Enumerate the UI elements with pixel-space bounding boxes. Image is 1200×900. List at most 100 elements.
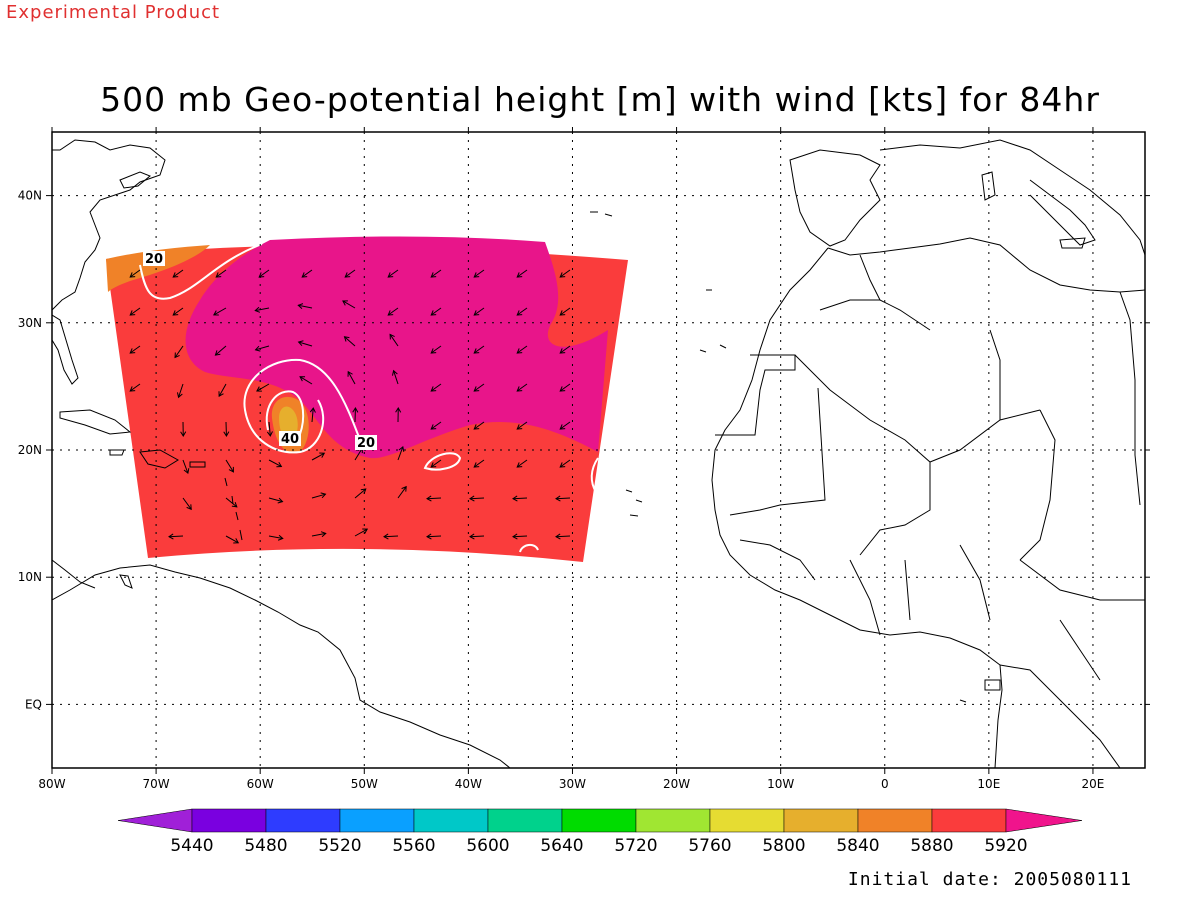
wind-arrow-head bbox=[342, 300, 348, 306]
x-tick-label: 10E bbox=[977, 777, 1000, 791]
wind-arrow-shaft bbox=[213, 307, 227, 316]
wind-arrow-head bbox=[516, 348, 523, 354]
x-tick-label: 20W bbox=[663, 777, 690, 791]
contour-label: 40 bbox=[281, 432, 299, 447]
wind-arrow-head bbox=[395, 407, 402, 413]
wind-contours bbox=[139, 243, 599, 553]
coastline-north-america bbox=[52, 139, 166, 311]
wind-contour-20-north bbox=[139, 243, 263, 300]
height-shading-max-region bbox=[185, 236, 608, 459]
wind-arrow-head bbox=[430, 462, 437, 468]
wind-arrow-head bbox=[387, 310, 394, 316]
wind-arrow-shaft bbox=[182, 459, 189, 474]
wind-arrow-head bbox=[473, 348, 480, 354]
x-tick-label: 10W bbox=[767, 777, 794, 791]
wind-arrow-shaft bbox=[559, 307, 571, 316]
wind-arrow-head bbox=[559, 386, 566, 392]
wind-arrow-head bbox=[516, 424, 523, 430]
wind-arrow-shaft bbox=[559, 421, 571, 430]
wind-arrow-shaft bbox=[299, 376, 313, 385]
wind-arrow-shaft bbox=[469, 535, 485, 538]
wind-arrow-head bbox=[254, 345, 261, 352]
wind-arrow-head bbox=[473, 386, 480, 392]
wind-arrow-shaft bbox=[225, 497, 238, 508]
wind-arrow-head bbox=[129, 310, 136, 316]
wind-arrow-head bbox=[426, 533, 432, 540]
y-tick-label: 20N bbox=[18, 443, 42, 457]
wind-arrow-head bbox=[258, 272, 265, 278]
wind-arrow-head bbox=[183, 468, 190, 475]
x-tick-label: 0 bbox=[881, 777, 889, 791]
wind-arrow-head bbox=[223, 431, 230, 437]
wind-arrow-head bbox=[398, 445, 405, 452]
wind-arrow-head bbox=[387, 272, 394, 278]
x-tick-label: 80W bbox=[38, 777, 65, 791]
wind-arrow-shaft bbox=[473, 459, 485, 468]
wind-arrow-shaft bbox=[473, 269, 485, 278]
wind-arrow-head bbox=[362, 528, 369, 534]
wind-arrow-head bbox=[277, 497, 284, 504]
border-central-africa bbox=[999, 619, 1121, 768]
coastline-lake-maracaibo bbox=[119, 574, 133, 589]
x-axis: 80W 70W 60W 50W 40W 30W 20W 10W 0 10E 20E bbox=[38, 127, 1104, 791]
wind-arrow-head bbox=[320, 492, 327, 499]
wind-arrow-shaft bbox=[182, 497, 192, 510]
border-libya-egypt bbox=[989, 291, 1141, 506]
x-tick-label: 50W bbox=[351, 777, 378, 791]
y-tick-label: 10N bbox=[18, 570, 42, 584]
wind-arrow-head bbox=[559, 272, 566, 278]
coastline-azores bbox=[590, 211, 613, 217]
wind-arrow-shaft bbox=[298, 341, 313, 347]
wind-arrow-shaft bbox=[298, 304, 313, 309]
wind-arrow-shaft bbox=[311, 493, 326, 499]
wind-arrow-shaft bbox=[397, 446, 404, 461]
wind-arrow-head bbox=[129, 348, 136, 354]
wind-arrow-shaft bbox=[174, 345, 184, 358]
colorbar: 5440 5480 5520 5560 5600 5640 5720 5760 5800 5840… bbox=[117, 808, 1083, 856]
wind-arrow-shaft bbox=[255, 345, 270, 351]
coastlines bbox=[52, 139, 1145, 768]
wind-arrow-shaft bbox=[256, 383, 270, 392]
wind-arrow-head bbox=[512, 533, 518, 540]
wind-arrow-head bbox=[213, 310, 219, 316]
border-niger-chad bbox=[859, 409, 1056, 561]
colorbar-label: 5760 bbox=[688, 836, 731, 856]
wind-arrow-head bbox=[215, 272, 222, 278]
wind-arrow-head bbox=[168, 533, 174, 540]
wind-arrow-head bbox=[299, 376, 306, 382]
wind-arrow-shaft bbox=[559, 345, 571, 354]
contour-label-bg bbox=[143, 251, 165, 266]
wind-arrow-head bbox=[516, 462, 523, 468]
wind-arrow-shaft bbox=[559, 459, 571, 468]
coastline-jamaica bbox=[109, 449, 125, 456]
wind-arrow-head bbox=[266, 431, 273, 437]
colorbar-segment bbox=[857, 808, 933, 833]
wind-arrow-head bbox=[469, 495, 475, 502]
wind-arrow-head bbox=[180, 431, 187, 437]
colorbar-label: 5800 bbox=[762, 836, 805, 856]
wind-arrow-head bbox=[430, 348, 437, 354]
wind-arrow-shaft bbox=[469, 497, 485, 500]
colorbar-segment bbox=[339, 808, 415, 833]
wind-arrow-head bbox=[233, 538, 240, 544]
wind-arrow-shaft bbox=[342, 300, 356, 309]
wind-arrow-shaft bbox=[268, 497, 283, 503]
wind-arrow-head bbox=[559, 424, 566, 430]
wind-arrow-shaft bbox=[555, 497, 571, 500]
coastline-cuba bbox=[59, 409, 132, 435]
wind-arrow-head bbox=[555, 495, 561, 502]
wind-arrow-shaft bbox=[218, 383, 227, 397]
wind-arrow-shaft bbox=[354, 488, 367, 499]
wind-arrow-shaft bbox=[129, 345, 141, 354]
wind-arrow-head bbox=[176, 392, 183, 399]
wind-arrow-head bbox=[186, 504, 192, 511]
contour-label-bg bbox=[279, 431, 301, 446]
wind-arrow-shaft bbox=[268, 421, 271, 436]
wind-arrow-head bbox=[174, 352, 180, 359]
wind-arrow-shaft bbox=[344, 269, 356, 278]
coastline-lesser-antilles bbox=[224, 477, 243, 541]
wind-arrow-head bbox=[430, 386, 437, 392]
wind-arrow-shaft bbox=[387, 307, 399, 316]
wind-arrow-head bbox=[276, 461, 283, 468]
wind-arrow-shaft bbox=[393, 370, 399, 385]
